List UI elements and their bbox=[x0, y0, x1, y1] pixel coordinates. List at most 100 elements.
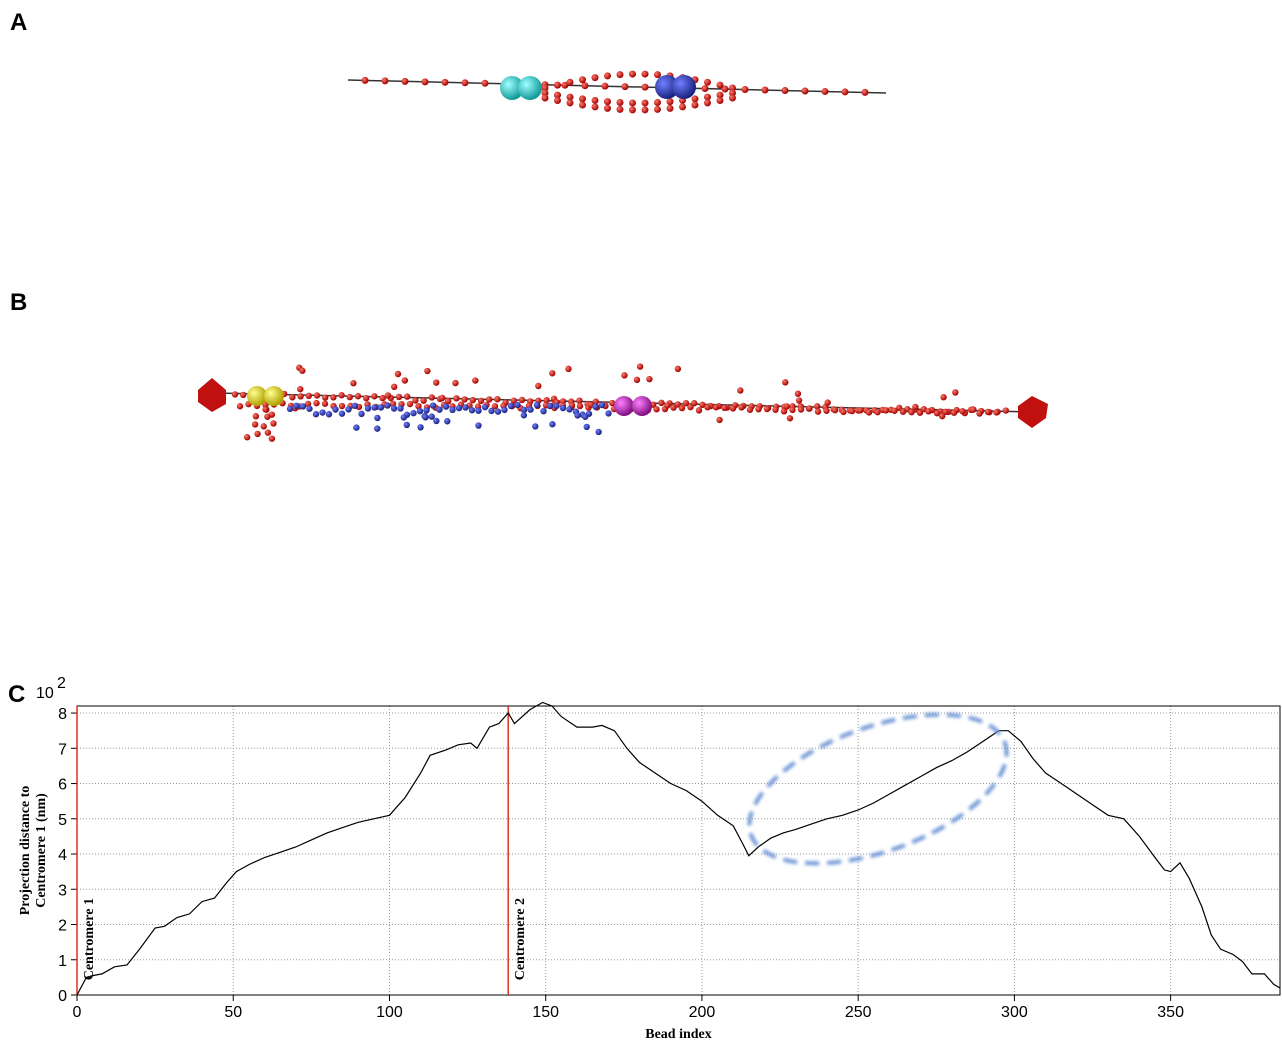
bead bbox=[401, 77, 409, 85]
bead bbox=[670, 404, 677, 411]
bead bbox=[397, 405, 404, 412]
bead bbox=[591, 96, 599, 104]
bead bbox=[321, 400, 329, 407]
bead bbox=[306, 405, 313, 412]
backbone bbox=[347, 79, 887, 94]
bead bbox=[297, 385, 304, 393]
bead bbox=[554, 91, 561, 99]
bead bbox=[653, 406, 660, 413]
bead bbox=[821, 87, 829, 95]
bead bbox=[633, 376, 641, 384]
bead bbox=[933, 409, 941, 417]
bead bbox=[322, 394, 329, 401]
bead bbox=[595, 428, 602, 436]
bead bbox=[400, 414, 407, 421]
bead bbox=[549, 421, 556, 428]
data-line bbox=[76, 701, 1281, 996]
bead bbox=[772, 406, 779, 413]
bead bbox=[789, 406, 796, 414]
bead bbox=[390, 405, 398, 412]
plot-frame bbox=[76, 705, 1281, 996]
bead bbox=[576, 397, 583, 404]
bead bbox=[299, 367, 306, 374]
bead bbox=[666, 98, 674, 106]
bead bbox=[857, 407, 864, 414]
bead bbox=[468, 407, 476, 414]
bead bbox=[361, 76, 369, 84]
bead bbox=[737, 387, 744, 394]
anchor-cube bbox=[1018, 396, 1048, 428]
x-tick-label: 50 bbox=[224, 1004, 242, 1021]
bead bbox=[993, 409, 1000, 416]
bead bbox=[543, 397, 550, 404]
bead bbox=[429, 402, 437, 409]
x-tick-label: 200 bbox=[689, 1004, 716, 1021]
bead bbox=[514, 401, 521, 409]
bead bbox=[533, 401, 541, 409]
bead bbox=[475, 407, 482, 414]
bead bbox=[641, 99, 649, 107]
bead bbox=[518, 396, 526, 404]
bead bbox=[354, 393, 362, 400]
bead bbox=[297, 393, 304, 400]
bead bbox=[553, 402, 560, 410]
bead bbox=[254, 430, 261, 438]
bead bbox=[841, 88, 849, 96]
bead bbox=[592, 398, 599, 405]
bead bbox=[231, 391, 239, 398]
bead bbox=[453, 395, 460, 402]
bead bbox=[428, 413, 435, 420]
bead bbox=[574, 412, 581, 419]
bead bbox=[576, 402, 584, 410]
bead bbox=[691, 95, 699, 103]
bead bbox=[605, 410, 612, 417]
bead bbox=[518, 76, 542, 100]
bead bbox=[598, 401, 606, 409]
bead bbox=[938, 412, 946, 420]
bead bbox=[814, 408, 822, 415]
bead bbox=[579, 95, 586, 103]
bead bbox=[664, 402, 671, 409]
bead bbox=[549, 370, 556, 377]
bead bbox=[410, 409, 417, 417]
bead bbox=[477, 397, 485, 405]
bead bbox=[330, 394, 337, 401]
bead bbox=[346, 393, 353, 401]
bead bbox=[636, 363, 644, 370]
bead bbox=[604, 104, 611, 112]
y-tick-label: 5 bbox=[58, 812, 67, 829]
bead bbox=[646, 375, 653, 383]
bead bbox=[691, 101, 699, 109]
bead bbox=[494, 395, 501, 403]
bead bbox=[908, 408, 915, 416]
bead bbox=[616, 71, 624, 79]
bead bbox=[268, 435, 276, 442]
y-multiplier-exp: 2 bbox=[57, 675, 66, 692]
bead bbox=[823, 407, 830, 414]
bead bbox=[641, 83, 649, 91]
panel-label: C bbox=[8, 681, 25, 708]
bead bbox=[755, 405, 762, 413]
bead bbox=[358, 410, 365, 418]
bead bbox=[262, 401, 269, 409]
bead bbox=[976, 410, 983, 417]
bead bbox=[325, 411, 333, 418]
bead bbox=[507, 402, 515, 410]
bead bbox=[428, 394, 435, 401]
bead bbox=[716, 81, 724, 89]
bead bbox=[264, 429, 272, 436]
bead bbox=[763, 405, 771, 413]
bead bbox=[286, 405, 294, 413]
bead bbox=[424, 367, 431, 375]
bead bbox=[738, 404, 745, 411]
bead bbox=[449, 406, 456, 414]
bead bbox=[240, 391, 247, 399]
bead bbox=[616, 99, 624, 107]
bead bbox=[609, 399, 616, 407]
bead bbox=[351, 402, 359, 410]
bead bbox=[783, 403, 790, 410]
bead bbox=[319, 409, 326, 416]
bead bbox=[381, 77, 389, 85]
bead bbox=[415, 402, 422, 410]
bead bbox=[729, 94, 736, 102]
